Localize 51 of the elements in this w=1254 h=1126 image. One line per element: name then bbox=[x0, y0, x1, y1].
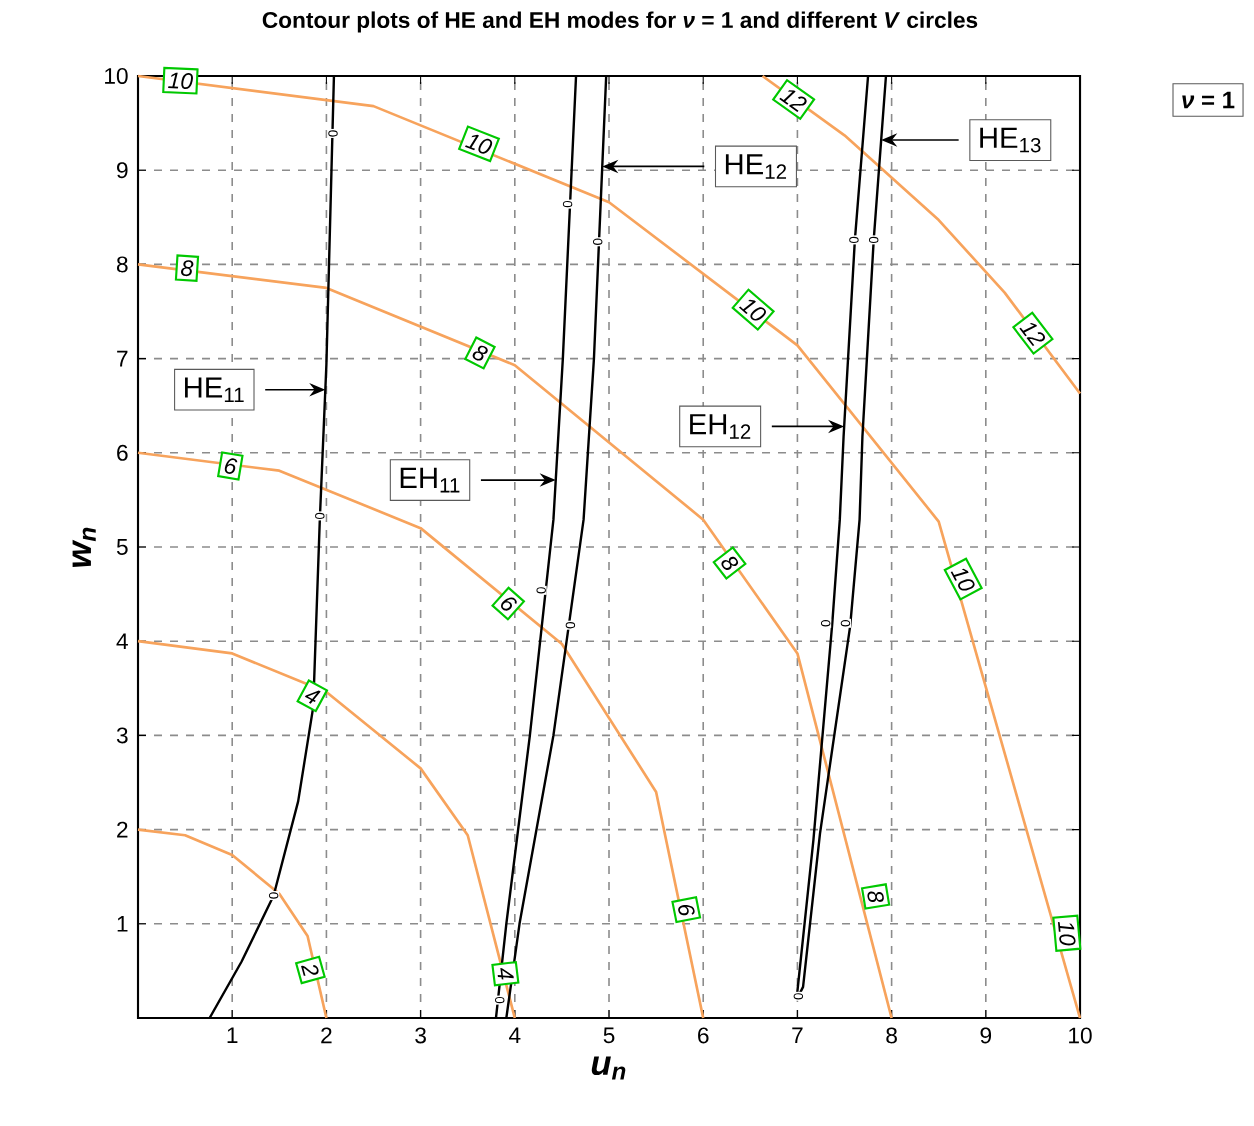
y-tick-label: 6 bbox=[117, 444, 128, 461]
y-tick-label: 9 bbox=[117, 162, 128, 179]
annotation: 10 bbox=[464, 134, 493, 154]
annotation: 8 bbox=[867, 891, 884, 903]
x-tick-label: 5 bbox=[603, 1027, 615, 1044]
annotation: 10 bbox=[1057, 921, 1076, 946]
x-tick-label: 1 bbox=[227, 1027, 238, 1044]
annotation: 12 bbox=[1019, 322, 1046, 347]
annotation: HE$_{13}$ bbox=[980, 127, 1041, 153]
annotation: 6 bbox=[224, 458, 238, 474]
y-tick-label: 3 bbox=[116, 727, 128, 744]
annotation: EH$_{12}$ bbox=[690, 414, 751, 439]
y-tick-label: 4 bbox=[116, 633, 128, 649]
line-series bbox=[136, 263, 893, 1020]
annotation: HE$_{11}$ bbox=[185, 377, 244, 402]
annotation: 2 bbox=[301, 965, 319, 976]
x-tick-label: 6 bbox=[698, 1027, 709, 1044]
x-tick-label: 9 bbox=[980, 1027, 992, 1044]
line-series bbox=[136, 451, 705, 1020]
y-axis-title: w$_{n}$ bbox=[72, 527, 96, 567]
line-series bbox=[136, 828, 328, 1020]
x-tick-label: 8 bbox=[886, 1027, 897, 1044]
annotation: 10 bbox=[950, 568, 975, 591]
y-tick-label: 8 bbox=[116, 256, 128, 273]
annotation: 8 bbox=[181, 260, 194, 277]
annotation: 4 bbox=[304, 690, 321, 704]
annotation: 8 bbox=[472, 345, 488, 361]
text: ν = 1 bbox=[1182, 91, 1235, 109]
annotation: 12 bbox=[779, 90, 807, 112]
line-series bbox=[136, 639, 517, 1020]
line-series bbox=[136, 74, 1082, 1020]
y-tick-label: 2 bbox=[117, 821, 128, 838]
annotation: 6 bbox=[678, 904, 695, 916]
annotation: 10 bbox=[738, 299, 766, 321]
x-tick-label: 10 bbox=[1069, 1027, 1092, 1044]
annotation: 6 bbox=[501, 597, 517, 611]
x-tick-label: 2 bbox=[321, 1027, 332, 1044]
chart-title: Contour plots of HE and EH modes for ν = 1 and different V circles bbox=[262, 11, 978, 33]
annotation: EH$_{11}$ bbox=[400, 467, 460, 493]
y-tick-label: 1 bbox=[117, 916, 128, 932]
x-axis-title: u$_{n}$ bbox=[591, 1056, 626, 1080]
annotation: 4 bbox=[497, 968, 514, 980]
x-tick-label: 3 bbox=[415, 1027, 426, 1044]
annotation: HE$_{12}$ bbox=[725, 154, 787, 179]
annotation: 8 bbox=[721, 556, 739, 570]
x-tick-label: 4 bbox=[509, 1027, 521, 1044]
y-tick-label: 5 bbox=[116, 539, 128, 555]
x-tick-label: 7 bbox=[792, 1027, 803, 1044]
y-tick-label: 10 bbox=[105, 67, 128, 84]
annotation: 10 bbox=[168, 72, 193, 89]
y-tick-label: 7 bbox=[117, 350, 128, 367]
